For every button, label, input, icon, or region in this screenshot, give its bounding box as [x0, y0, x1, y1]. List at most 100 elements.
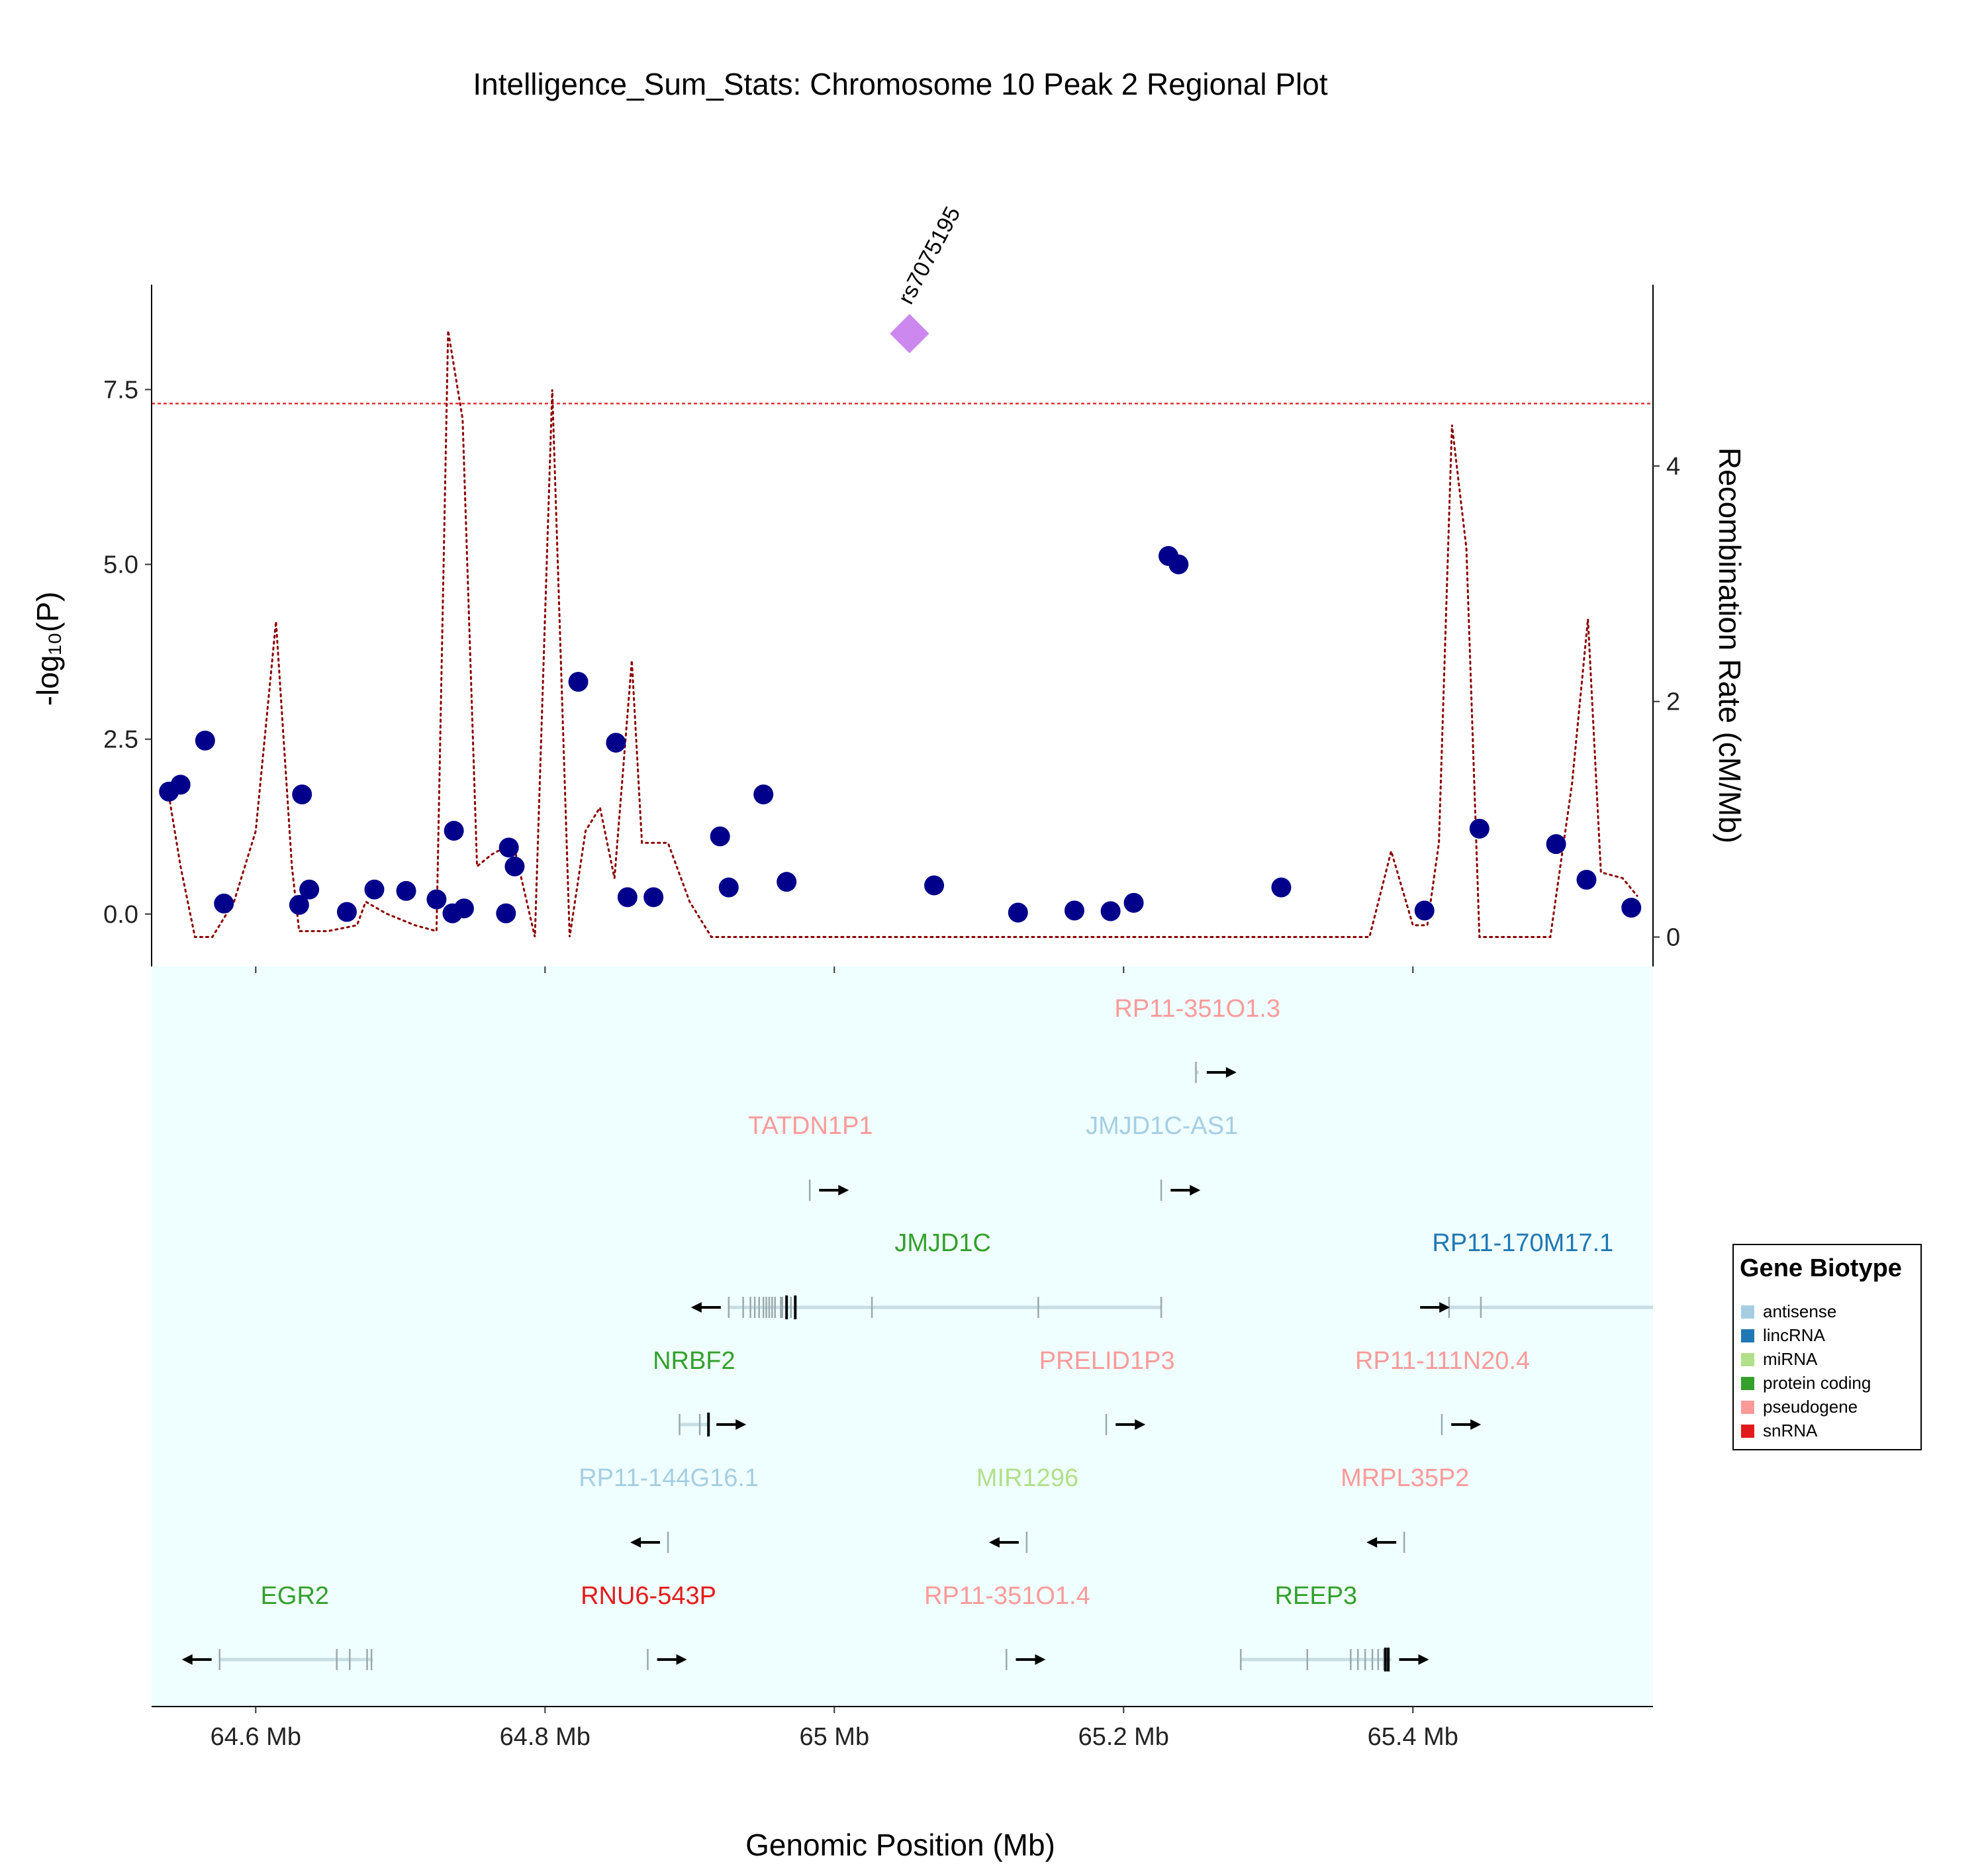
snp-point	[710, 826, 730, 847]
snp-point	[496, 903, 516, 923]
x-tick-label: 65.2 Mb	[1078, 1723, 1169, 1751]
y2-tick-label: 0	[1666, 924, 1680, 952]
strand-arrow-head	[735, 1419, 747, 1430]
legend-box	[1732, 1244, 1922, 1450]
snp-point	[292, 784, 312, 805]
snp-point	[1008, 902, 1028, 923]
legend-title: Gene Biotype	[1740, 1254, 1902, 1282]
legend: Gene Biotype antisense lincRNA miRNA protein…	[1732, 1244, 1922, 1450]
snp-point	[1546, 834, 1566, 855]
snp-point	[195, 730, 215, 751]
snp-point	[718, 877, 739, 898]
y-tick-label: 7.5	[103, 376, 138, 404]
snp-point	[396, 880, 416, 901]
y2-tick-label: 4	[1666, 453, 1680, 481]
strand-arrow-head	[1035, 1654, 1046, 1665]
legend-item-label: miRNA	[1763, 1349, 1818, 1369]
gene-label: RP11-111N20.4	[1355, 1347, 1530, 1375]
strand-arrow-head	[690, 1302, 702, 1313]
snp-point	[1123, 892, 1144, 913]
snp-point	[1621, 898, 1642, 918]
snp-point	[289, 895, 309, 915]
legend-swatch	[1741, 1353, 1754, 1366]
legend-swatch	[1741, 1425, 1754, 1438]
gene-label: JMJD1C	[894, 1229, 991, 1257]
x-tick-label: 65.4 Mb	[1368, 1723, 1458, 1751]
snp-point	[606, 732, 626, 753]
gene-label: PRELID1P3	[1039, 1347, 1175, 1375]
legend-swatch	[1741, 1401, 1754, 1414]
y2-axis-title: Recombination Rate (cM/Mb)	[1713, 447, 1747, 843]
lead-snp-marker	[890, 314, 929, 353]
strand-arrow-head	[1470, 1419, 1482, 1430]
gene-label: RNU6-543P	[581, 1582, 716, 1610]
snp-point	[1576, 870, 1597, 890]
snp-point	[1064, 900, 1085, 921]
chart-title: Intelligence_Sum_Stats: Chromosome 10 Pe…	[473, 67, 1327, 101]
strand-arrow-head	[676, 1654, 687, 1665]
snp-point	[1271, 877, 1292, 898]
axes: 0.0 2.5 5.0 7.5 0 2 4 64.6 Mb 64.8 Mb 65 Mb 65.2 M…	[103, 285, 1680, 1751]
x-tick-label: 65 Mb	[799, 1723, 869, 1751]
gene-label: REEP3	[1275, 1582, 1358, 1610]
legend-item-label: protein coding	[1763, 1373, 1871, 1393]
snp-point	[643, 887, 664, 908]
y2-tick-label: 2	[1666, 688, 1680, 716]
strand-arrow-head	[181, 1654, 193, 1665]
gene-label: RP11-144G16.1	[579, 1464, 759, 1492]
snp-point	[453, 898, 474, 919]
x-tick-label: 64.8 Mb	[500, 1723, 591, 1751]
legend-swatch	[1741, 1377, 1754, 1390]
snp-point	[1100, 901, 1121, 921]
snp-point	[504, 856, 525, 876]
snp-point	[426, 889, 447, 910]
gene-label: NRBF2	[653, 1347, 735, 1375]
gene-label: MRPL35P2	[1341, 1464, 1469, 1492]
gene-label: RP11-170M17.1	[1432, 1229, 1613, 1257]
strand-arrow-head	[838, 1185, 849, 1196]
gene-label: RP11-351O1.4	[924, 1582, 1090, 1610]
snp-point	[444, 821, 464, 841]
legend-item-label: snRNA	[1763, 1421, 1818, 1440]
snp-point	[170, 774, 191, 795]
snp-point	[214, 893, 234, 914]
strand-arrow-head	[1135, 1419, 1146, 1430]
strand-arrow-head	[1225, 1067, 1237, 1078]
gene-label: RP11-351O1.3	[1114, 995, 1280, 1023]
snp-point	[498, 837, 519, 858]
x-tick-label: 64.6 Mb	[211, 1723, 301, 1751]
y-tick-label: 0.0	[103, 901, 138, 929]
snp-point	[364, 879, 385, 900]
snp-point	[924, 875, 945, 896]
gene-panel: RP11-351O1.3 TATDN1P1 JMJD1C-AS1 JMJD1C RP11…	[152, 966, 1653, 1707]
legend-item-label: lincRNA	[1763, 1325, 1826, 1345]
recombination-rate-line	[167, 330, 1638, 938]
y-axis-title: -log₁₀(P)	[30, 592, 65, 706]
snp-point	[299, 879, 320, 900]
snp-point	[1414, 900, 1435, 921]
snp-point	[1168, 554, 1189, 575]
strand-arrow-head	[988, 1537, 1000, 1548]
gene-panel-background	[152, 966, 1653, 1707]
gene-label: MIR1296	[976, 1464, 1078, 1492]
x-axis-title: Genomic Position (Mb)	[745, 1828, 1055, 1862]
y-tick-label: 5.0	[103, 551, 138, 579]
snp-point	[777, 872, 797, 892]
snp-point	[568, 672, 589, 692]
snp-point	[753, 784, 774, 805]
gene-label: EGR2	[261, 1582, 329, 1610]
gene-label: JMJD1C-AS1	[1086, 1112, 1238, 1140]
strand-arrow-head	[1366, 1537, 1378, 1548]
y-tick-label: 2.5	[103, 726, 138, 754]
strand-arrow-head	[630, 1537, 641, 1548]
strand-arrow-head	[1418, 1654, 1429, 1665]
legend-item-label: pseudogene	[1763, 1397, 1858, 1417]
snp-point	[336, 902, 357, 922]
legend-swatch	[1741, 1329, 1754, 1342]
association-panel: rs7075195	[152, 203, 1653, 938]
gene-label: TATDN1P1	[748, 1112, 873, 1140]
legend-item-label: antisense	[1763, 1301, 1836, 1321]
strand-arrow-head	[1439, 1302, 1450, 1313]
legend-swatch	[1741, 1305, 1754, 1319]
